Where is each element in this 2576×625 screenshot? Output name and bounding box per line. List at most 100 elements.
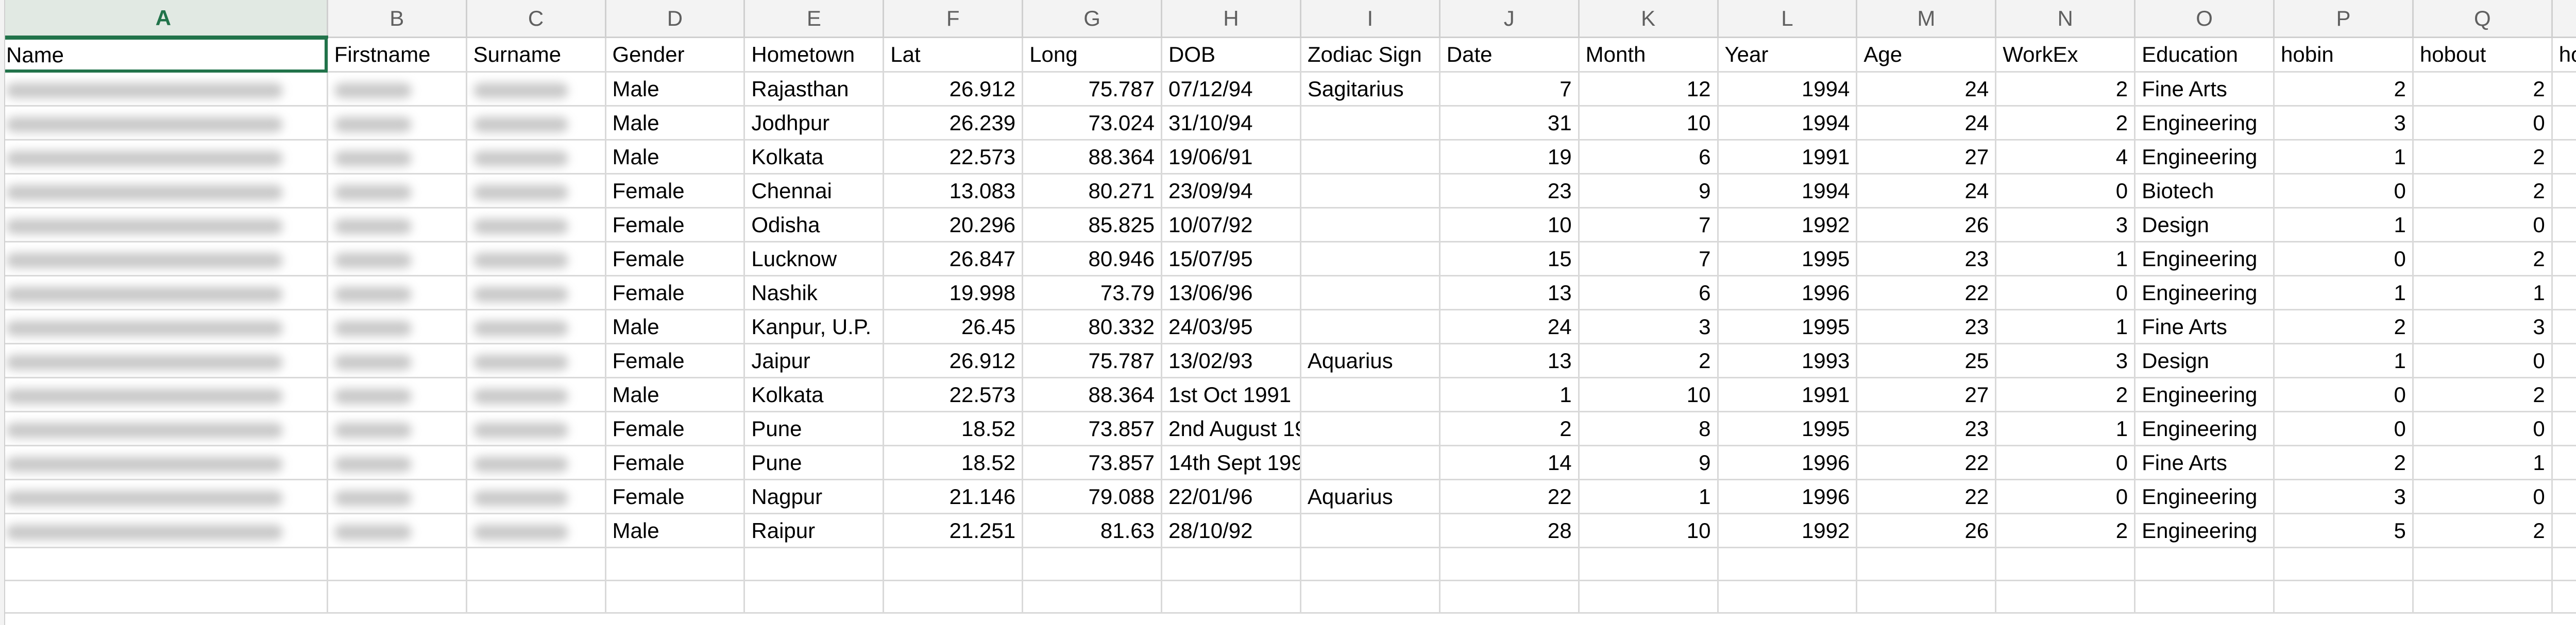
cell-month[interactable]: 2 [1579, 343, 1719, 378]
cell-hobsum[interactable]: 2 [2552, 377, 2576, 412]
cell-zodiac-sign[interactable] [1300, 173, 1440, 209]
cell-education[interactable]: Engineering [2134, 241, 2275, 276]
name-cell[interactable] [0, 207, 328, 242]
cell-hobout[interactable]: 2 [2413, 377, 2553, 412]
firstname-cell[interactable] [327, 343, 467, 378]
cell-long[interactable]: 88.364 [1022, 377, 1163, 412]
name-cell[interactable] [0, 241, 328, 276]
cell-hometown[interactable]: Chennai [744, 173, 885, 209]
header-cell-hobout[interactable]: hobout [2413, 37, 2553, 73]
column-header-p[interactable]: P [2274, 0, 2414, 38]
column-header-b[interactable]: B [327, 0, 467, 38]
cell-long[interactable]: 75.787 [1022, 343, 1163, 378]
cell-lat[interactable]: 26.45 [883, 309, 1024, 344]
cell-month[interactable]: 10 [1579, 377, 1719, 412]
empty-cell[interactable] [327, 580, 467, 614]
cell-zodiac-sign[interactable] [1300, 309, 1440, 344]
cell-date[interactable]: 15 [1439, 241, 1580, 276]
cell-workex[interactable]: 1 [1995, 309, 2136, 344]
header-cell-date[interactable]: Date [1439, 37, 1580, 73]
cell-hometown[interactable]: Nagpur [744, 479, 885, 514]
cell-education[interactable]: Engineering [2134, 106, 2275, 141]
cell-lat[interactable]: 21.251 [883, 513, 1024, 548]
cell-dob[interactable]: 13/02/93 [1161, 343, 1301, 378]
cell-education[interactable]: Engineering [2134, 479, 2275, 514]
surname-cell[interactable] [466, 207, 606, 242]
cell-month[interactable]: 7 [1579, 241, 1719, 276]
empty-cell[interactable] [1718, 580, 1858, 614]
cell-long[interactable]: 79.088 [1022, 479, 1163, 514]
cell-hobout[interactable]: 2 [2413, 173, 2553, 209]
cell-hobsum[interactable]: 5 [2552, 309, 2576, 344]
name-cell[interactable] [0, 377, 328, 412]
header-cell-hometown[interactable]: Hometown [744, 37, 885, 73]
empty-cell[interactable] [605, 580, 745, 614]
empty-cell[interactable] [2552, 580, 2576, 614]
cell-workex[interactable]: 0 [1995, 275, 2136, 310]
cell-hobsum[interactable]: 2 [2552, 275, 2576, 310]
empty-cell[interactable] [2413, 547, 2553, 581]
column-header-r[interactable]: R [2552, 0, 2576, 38]
cell-gender[interactable]: Male [605, 72, 745, 107]
column-header-j[interactable]: J [1439, 0, 1580, 38]
firstname-cell[interactable] [327, 173, 467, 209]
empty-cell[interactable] [883, 547, 1024, 581]
cell-dob[interactable]: 10/07/92 [1161, 207, 1301, 242]
surname-cell[interactable] [466, 411, 606, 446]
cell-gender[interactable]: Female [605, 411, 745, 446]
name-cell[interactable] [0, 106, 328, 141]
cell-date[interactable]: 14 [1439, 445, 1580, 480]
cell-education[interactable]: Fine Arts [2134, 72, 2275, 107]
header-cell-hobsum[interactable]: hobsum [2552, 37, 2576, 73]
cell-dob[interactable]: 1st Oct 1991 [1161, 377, 1301, 412]
empty-cell[interactable] [2134, 547, 2275, 581]
empty-cell[interactable] [0, 547, 328, 581]
surname-cell[interactable] [466, 140, 606, 175]
column-header-a[interactable]: A [0, 0, 328, 39]
cell-year[interactable]: 1993 [1718, 343, 1858, 378]
column-header-e[interactable]: E [744, 0, 885, 38]
cell-zodiac-sign[interactable] [1300, 207, 1440, 242]
cell-hobin[interactable]: 3 [2274, 106, 2414, 141]
cell-age[interactable]: 23 [1856, 241, 1997, 276]
header-cell-hobin[interactable]: hobin [2274, 37, 2414, 73]
cell-workex[interactable]: 0 [1995, 479, 2136, 514]
empty-cell[interactable] [1439, 580, 1580, 614]
cell-workex[interactable]: 1 [1995, 411, 2136, 446]
cell-zodiac-sign[interactable] [1300, 445, 1440, 480]
cell-year[interactable]: 1995 [1718, 241, 1858, 276]
cell-hobout[interactable]: 2 [2413, 72, 2553, 107]
cell-gender[interactable]: Male [605, 513, 745, 548]
cell-lat[interactable]: 26.239 [883, 106, 1024, 141]
cell-hobin[interactable]: 2 [2274, 72, 2414, 107]
cell-lat[interactable]: 26.847 [883, 241, 1024, 276]
column-header-h[interactable]: H [1161, 0, 1301, 38]
cell-date[interactable]: 7 [1439, 72, 1580, 107]
cell-month[interactable]: 8 [1579, 411, 1719, 446]
cell-gender[interactable]: Female [605, 445, 745, 480]
cell-hobsum[interactable]: 3 [2552, 445, 2576, 480]
column-header-f[interactable]: F [883, 0, 1024, 38]
name-cell[interactable] [0, 411, 328, 446]
firstname-cell[interactable] [327, 275, 467, 310]
empty-cell[interactable] [2552, 547, 2576, 581]
empty-cell[interactable] [466, 580, 606, 614]
empty-cell[interactable] [1161, 580, 1301, 614]
cell-education[interactable]: Engineering [2134, 275, 2275, 310]
empty-cell[interactable] [1300, 547, 1440, 581]
cell-hobsum[interactable]: 3 [2552, 140, 2576, 175]
header-cell-education[interactable]: Education [2134, 37, 2275, 73]
cell-gender[interactable]: Female [605, 343, 745, 378]
cell-lat[interactable]: 18.52 [883, 445, 1024, 480]
cell-hometown[interactable]: Kanpur, U.P. [744, 309, 885, 344]
cell-month[interactable]: 9 [1579, 445, 1719, 480]
firstname-cell[interactable] [327, 411, 467, 446]
cell-dob[interactable]: 22/01/96 [1161, 479, 1301, 514]
empty-cell[interactable] [1579, 580, 1719, 614]
cell-gender[interactable]: Female [605, 241, 745, 276]
empty-cell[interactable] [1161, 547, 1301, 581]
empty-cell[interactable] [1856, 580, 1997, 614]
cell-age[interactable]: 22 [1856, 479, 1997, 514]
cell-education[interactable]: Engineering [2134, 377, 2275, 412]
header-cell-firstname[interactable]: Firstname [327, 37, 467, 73]
